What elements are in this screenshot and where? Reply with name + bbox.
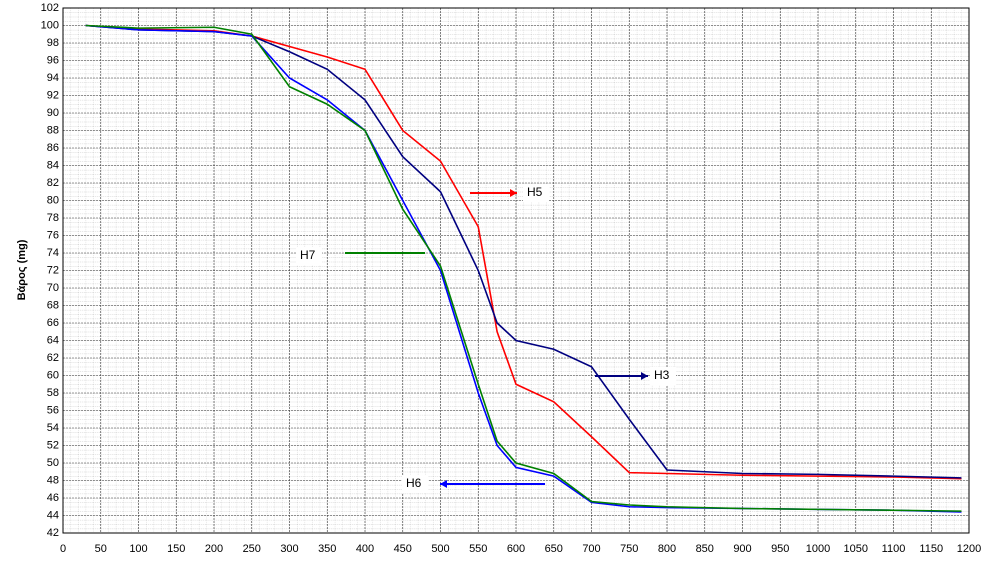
x-tick-label: 150 xyxy=(167,543,185,555)
series-line xyxy=(85,24,962,512)
y-tick-label: 54 xyxy=(47,422,59,434)
x-tick-label: 1150 xyxy=(919,543,943,555)
legend-arrow-head xyxy=(440,480,447,488)
x-tick-label: 1200 xyxy=(957,543,981,555)
y-tick-label: 44 xyxy=(47,509,59,521)
x-tick-label: 200 xyxy=(205,543,223,555)
y-tick-label: 58 xyxy=(47,387,59,399)
x-tick-label: 100 xyxy=(129,543,147,555)
legend-label: H5 xyxy=(527,185,543,199)
y-tick-label: 70 xyxy=(47,282,59,294)
x-tick-label: 250 xyxy=(243,543,261,555)
x-tick-label: 450 xyxy=(394,543,412,555)
x-tick-label: 50 xyxy=(95,543,107,555)
y-tick-label: 52 xyxy=(47,439,59,451)
legend-label: H6 xyxy=(406,476,422,490)
y-tick-label: 72 xyxy=(47,264,59,276)
legend-arrow-head xyxy=(641,372,648,380)
y-tick-label: 80 xyxy=(47,194,59,206)
x-tick-label: 700 xyxy=(582,543,600,555)
legend-label: H3 xyxy=(654,368,670,382)
y-tick-label: 84 xyxy=(47,159,59,171)
y-tick-label: 42 xyxy=(47,527,59,539)
x-tick-label: 800 xyxy=(658,543,676,555)
y-tick-label: 78 xyxy=(47,212,59,224)
y-tick-label: 86 xyxy=(47,142,59,154)
x-tick-label: 750 xyxy=(620,543,638,555)
legend-box xyxy=(650,367,676,385)
y-tick-label: 56 xyxy=(47,404,59,416)
y-tick-label: 96 xyxy=(47,54,59,66)
x-tick-label: 0 xyxy=(60,543,66,555)
y-axis-label: Βάρος (mg) xyxy=(16,239,28,300)
x-tick-label: 500 xyxy=(431,543,449,555)
plot-border xyxy=(62,7,970,534)
y-tick-label: 76 xyxy=(47,229,59,241)
y-tick-label: 88 xyxy=(47,124,59,136)
x-tick-label: 550 xyxy=(469,543,487,555)
legend-box xyxy=(523,184,549,202)
y-tick-label: 66 xyxy=(47,317,59,329)
y-tick-label: 98 xyxy=(47,37,59,49)
x-tick-label: 400 xyxy=(356,543,374,555)
y-tick-label: 100 xyxy=(41,19,59,31)
x-tick-label: 950 xyxy=(771,543,789,555)
x-tick-label: 650 xyxy=(545,543,563,555)
series-line xyxy=(85,24,962,479)
y-tick-label: 60 xyxy=(47,369,59,381)
y-tick-label: 92 xyxy=(47,89,59,101)
legend-label: H7 xyxy=(300,248,316,262)
x-tick-label: 1100 xyxy=(882,543,906,555)
x-tick-label: 1000 xyxy=(806,543,830,555)
y-tick-label: 68 xyxy=(47,299,59,311)
legend-box xyxy=(402,475,428,493)
y-tick-label: 90 xyxy=(47,107,59,119)
x-tick-label: 900 xyxy=(733,543,751,555)
y-tick-label: 82 xyxy=(47,177,59,189)
legend-arrow-head xyxy=(510,189,517,197)
x-tick-label: 350 xyxy=(318,543,336,555)
y-tick-label: 64 xyxy=(47,334,59,346)
x-tick-label: 1050 xyxy=(844,543,868,555)
y-tick-label: 62 xyxy=(47,352,59,364)
y-tick-label: 46 xyxy=(47,492,59,504)
x-tick-label: 300 xyxy=(280,543,298,555)
y-tick-label: 50 xyxy=(47,457,59,469)
x-tick-label: 850 xyxy=(696,543,714,555)
series-line xyxy=(85,24,962,480)
x-tick-label: 600 xyxy=(507,543,525,555)
legend-box xyxy=(296,247,322,265)
y-tick-label: 48 xyxy=(47,474,59,486)
y-tick-label: 94 xyxy=(47,72,59,84)
y-tick-label: 74 xyxy=(47,247,59,259)
y-tick-label: 102 xyxy=(41,2,59,14)
